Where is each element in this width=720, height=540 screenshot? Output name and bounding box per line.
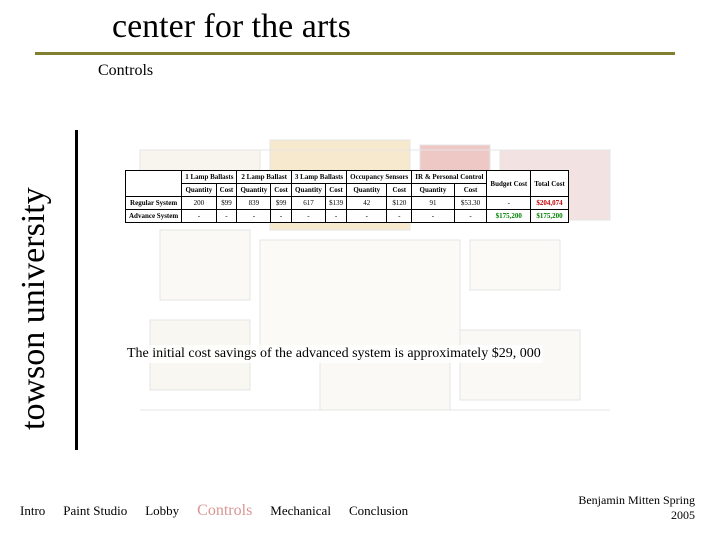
nav-item[interactable]: Mechanical [270, 503, 331, 519]
page-title: center for the arts [112, 8, 351, 46]
col-group: 2 Lamp Ballast [237, 171, 291, 184]
total-cell: $175,200 [531, 210, 569, 223]
cell: $99 [216, 197, 237, 210]
cell: - [387, 210, 412, 223]
sub-header: Cost [387, 184, 412, 197]
nav-item[interactable]: Intro [20, 503, 45, 519]
table-row: Regular System200$99839$99617$13942$1209… [126, 197, 569, 210]
cell: $99 [271, 197, 292, 210]
cell: - [325, 210, 346, 223]
sub-header: Cost [216, 184, 237, 197]
side-label: towson university [15, 187, 53, 430]
col-group: IR & Personal Control [412, 171, 487, 184]
cell: $53.30 [454, 197, 487, 210]
total-cell: $204,074 [531, 197, 569, 210]
sub-header: Quantity [291, 184, 325, 197]
footer-nav: Intro Paint Studio Lobby Controls Mechanical… [20, 502, 408, 520]
sub-header: Quantity [412, 184, 454, 197]
table-header-row-1: 1 Lamp Ballasts 2 Lamp Ballast 3 Lamp Ba… [126, 171, 569, 184]
cell: - [182, 210, 216, 223]
budget-cell: $175,200 [487, 210, 531, 223]
cell: 617 [291, 197, 325, 210]
cell: - [271, 210, 292, 223]
nav-item[interactable]: Controls [197, 502, 252, 520]
cell: 200 [182, 197, 216, 210]
side-line [75, 130, 78, 450]
col-single: Budget Cost [487, 171, 531, 197]
sub-header: Quantity [237, 184, 271, 197]
col-group: 3 Lamp Ballasts [291, 171, 346, 184]
footer-credit: Benjamin Mitten Spring 2005 [578, 493, 695, 522]
cell: 839 [237, 197, 271, 210]
budget-cell: - [487, 197, 531, 210]
blank-corner [126, 171, 182, 197]
cell: $120 [387, 197, 412, 210]
table-row: Advance System----------$175,200$175,200 [126, 210, 569, 223]
cell: $139 [325, 197, 346, 210]
sub-header: Quantity [347, 184, 387, 197]
sub-header: Quantity [182, 184, 216, 197]
cell: 91 [412, 197, 454, 210]
section-title: Controls [98, 62, 153, 80]
credit-name: Benjamin Mitten Spring [578, 493, 695, 507]
nav-item[interactable]: Lobby [145, 503, 179, 519]
col-single: Total Cost [531, 171, 569, 197]
sub-header: Cost [271, 184, 292, 197]
nav-item[interactable]: Paint Studio [63, 503, 127, 519]
col-group: Occupancy Sensors [347, 171, 412, 184]
sub-header: Cost [454, 184, 487, 197]
col-group: 1 Lamp Ballasts [182, 171, 237, 184]
cell: - [291, 210, 325, 223]
nav-item[interactable]: Conclusion [349, 503, 408, 519]
summary-text: The initial cost savings of the advanced… [125, 345, 543, 363]
cost-table: 1 Lamp Ballasts 2 Lamp Ballast 3 Lamp Ba… [125, 170, 569, 223]
cell: 42 [347, 197, 387, 210]
row-label: Regular System [126, 197, 182, 210]
sub-header: Cost [325, 184, 346, 197]
cell: - [347, 210, 387, 223]
divider-line [35, 52, 675, 55]
cell: - [412, 210, 454, 223]
cell: - [216, 210, 237, 223]
credit-year: 2005 [671, 508, 695, 522]
cell: - [454, 210, 487, 223]
cost-table-wrap: 1 Lamp Ballasts 2 Lamp Ballast 3 Lamp Ba… [125, 170, 569, 223]
cell: - [237, 210, 271, 223]
row-label: Advance System [126, 210, 182, 223]
